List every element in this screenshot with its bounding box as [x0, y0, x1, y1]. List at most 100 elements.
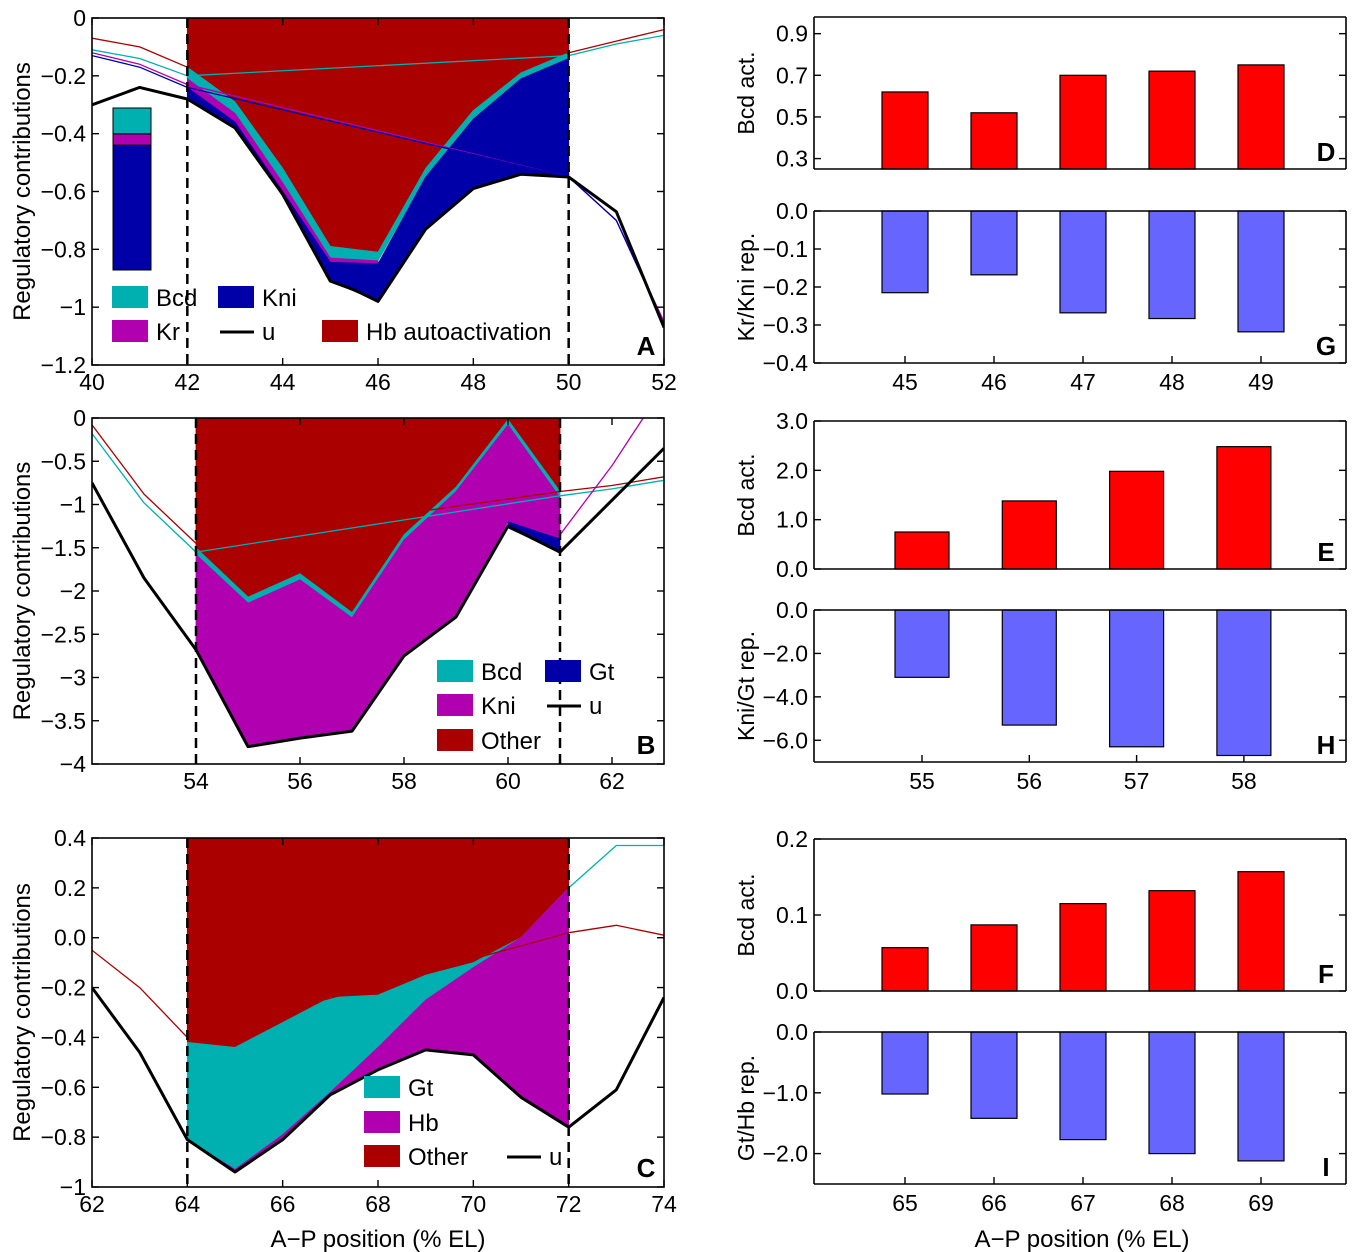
series-line-C-1	[568, 844, 664, 889]
legend-swatch-bcd	[112, 286, 148, 308]
panel-I: 0.0 −1.0 −2.0 65 66 67 68 69 Gt/Hb rep. A−P posit…	[733, 1019, 1347, 1252]
x-tick-label-I: 67	[1070, 1190, 1096, 1216]
plot-area-A	[92, 18, 664, 365]
x-tick-label-A: 46	[365, 369, 391, 395]
bar-H-55	[894, 609, 950, 678]
y-tick-label-C: −1	[60, 1174, 86, 1200]
series-line-B-1	[92, 433, 664, 553]
bar-G-45	[881, 210, 929, 294]
x-tick-label-G: 48	[1159, 369, 1185, 395]
y-tick-label-B: −2.5	[41, 621, 86, 647]
x-tick-label-G: 47	[1070, 369, 1096, 395]
y-tick-label-H: −4.0	[763, 684, 808, 710]
y-tick-label-D: 0.3	[776, 146, 808, 172]
y-tick-label-F: 0.0	[776, 978, 808, 1004]
x-tick-label-C: 62	[79, 1191, 105, 1217]
series-line-A-0	[92, 28, 664, 68]
panel-letter-I: I	[1322, 1152, 1329, 1182]
legend-label-other: Other	[408, 1144, 468, 1171]
x-tick-label-A: 42	[175, 369, 201, 395]
y-axis-label-D: Bcd act.	[733, 51, 759, 134]
legend-swatch-kni	[218, 286, 254, 308]
y-tick-label-C: −0.8	[41, 1124, 86, 1150]
bar-G-47	[1059, 210, 1107, 314]
y-tick-label-B: −3.5	[41, 708, 86, 734]
inset-bar-segment-0	[112, 107, 152, 135]
panel-H: 0.0 −2.0 −4.0 −6.0 55 56 57 58 Kni/Gt rep. H	[733, 597, 1347, 794]
legend-swatch-kni	[437, 694, 473, 716]
x-tick-label-A: 50	[556, 369, 582, 395]
y-tick-label-G: 0.0	[776, 198, 808, 224]
x-tick-label-A: 44	[270, 369, 296, 395]
panel-letter-F: F	[1318, 959, 1334, 989]
y-tick-label-E: 0.0	[776, 556, 808, 582]
bar-I-69	[1237, 1031, 1285, 1162]
x-tick-label-C: 68	[365, 1191, 391, 1217]
y-tick-label-A: −0.8	[41, 236, 86, 262]
plot-area-C	[92, 838, 664, 1187]
y-axis-label-A: Regulatory contributions	[9, 62, 36, 321]
legend-label-bcd: Bcd	[156, 285, 197, 312]
y-tick-label-D: 0.7	[776, 62, 808, 88]
legend-swatch-other	[437, 729, 473, 751]
y-tick-label-B: 0	[73, 405, 86, 431]
bar-D-46	[970, 112, 1018, 170]
y-axis-label-C: Regulatory contributions	[9, 883, 36, 1142]
bar-I-65	[881, 1031, 929, 1095]
series-line-A-3	[92, 54, 664, 325]
x-tick-label-C: 64	[175, 1191, 201, 1217]
y-tick-label-B: −4	[60, 751, 86, 777]
legend-label-u: u	[262, 319, 275, 346]
y-tick-label-B: −3	[60, 665, 86, 691]
legend-swatch-kr	[112, 320, 148, 342]
y-tick-label-B: −2	[60, 578, 86, 604]
bar-G-46	[970, 210, 1018, 276]
y-tick-label-A: −1.2	[41, 352, 86, 378]
y-tick-label-G: −0.2	[763, 274, 808, 300]
panel-letter-B: B	[637, 730, 656, 760]
y-axis-label-B: Regulatory contributions	[9, 462, 36, 721]
y-tick-label-C: 0.4	[54, 825, 86, 851]
legend-label-gt: Gt	[408, 1075, 434, 1102]
y-axis-label-F: Bcd act.	[733, 873, 759, 956]
x-tick-label-A: 52	[651, 369, 677, 395]
panel-E: 3.0 2.0 1.0 0.0 Bcd act. E	[733, 408, 1347, 582]
y-tick-label-C: −0.4	[41, 1024, 87, 1050]
panel-letter-C: C	[637, 1153, 656, 1183]
y-tick-label-G: −0.3	[763, 312, 808, 338]
x-tick-label-I: 68	[1159, 1190, 1185, 1216]
y-tick-label-F: 0.2	[776, 826, 808, 852]
y-tick-label-E: 2.0	[776, 457, 808, 483]
y-tick-label-G: −0.4	[763, 350, 809, 376]
legend-label-other: Other	[481, 728, 541, 755]
y-axis-label-I: Gt/Hb rep.	[733, 1055, 759, 1161]
y-tick-label-A: −0.4	[41, 121, 87, 147]
bar-F-66	[970, 924, 1018, 992]
bar-I-68	[1148, 1031, 1196, 1155]
bar-H-56	[1001, 609, 1057, 726]
legend-label-u: u	[589, 693, 602, 720]
bar-G-49	[1237, 210, 1285, 333]
legend-label-bcd: Bcd	[481, 659, 522, 686]
x-tick-label-C: 66	[270, 1191, 296, 1217]
panel-letter-A: A	[637, 331, 656, 361]
x-tick-label-B: 54	[183, 768, 209, 794]
x-tick-label-I: 66	[981, 1190, 1007, 1216]
legend-swatch-gt	[364, 1076, 400, 1098]
y-tick-label-C: −0.2	[41, 975, 86, 1001]
legend-label-hb: Hb	[408, 1110, 439, 1137]
legend-swatch-other	[364, 1145, 400, 1167]
x-axis-label-C: A−P position (% EL)	[270, 1226, 485, 1252]
x-tick-label-C: 72	[556, 1191, 582, 1217]
legend-label-kni: Kni	[262, 285, 297, 312]
bar-D-48	[1148, 70, 1196, 170]
x-tick-label-G: 49	[1248, 369, 1274, 395]
x-tick-label-H: 56	[1017, 768, 1043, 794]
bar-G-48	[1148, 210, 1196, 320]
y-tick-label-I: −2.0	[763, 1141, 808, 1167]
x-tick-label-H: 58	[1231, 768, 1257, 794]
bar-H-58	[1216, 609, 1272, 757]
legend-label-hb-autoactivation: Hb autoactivation	[366, 319, 551, 346]
y-tick-label-C: 0.2	[54, 875, 86, 901]
